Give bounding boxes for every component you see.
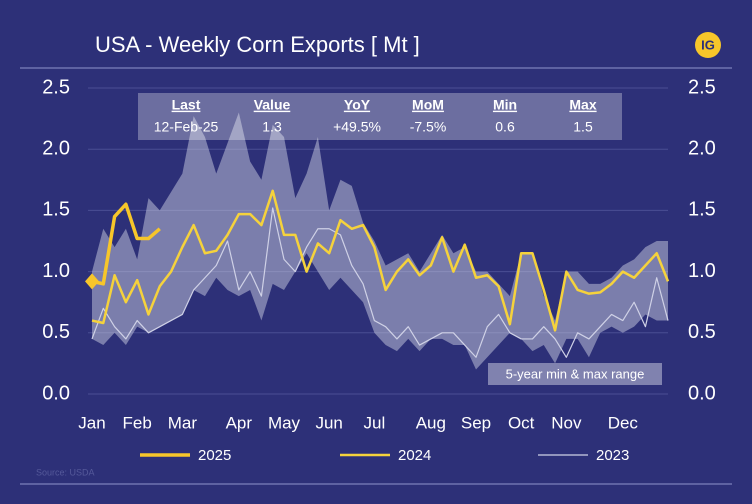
chart-title: USA - Weekly Corn Exports [ Mt ] xyxy=(95,32,420,57)
stats-value: +49.5% xyxy=(333,119,381,135)
x-tick-label: Dec xyxy=(608,413,639,432)
x-tick-label: Aug xyxy=(416,413,446,432)
y-tick-label: 2.5 xyxy=(42,76,70,98)
range-label-box xyxy=(488,363,662,385)
source: Source: USDA xyxy=(36,467,95,477)
legend-label: 2025 xyxy=(198,447,231,464)
x-tick-label: Oct xyxy=(508,413,535,432)
stats-header: Min xyxy=(493,97,517,113)
x-tick-label: Sep xyxy=(461,413,491,432)
stats-header: YoY xyxy=(344,97,371,113)
x-tick-label: Nov xyxy=(551,413,582,432)
y2-tick-label: 1.0 xyxy=(688,260,716,282)
logo-circle xyxy=(695,32,721,58)
legend-label: 2024 xyxy=(398,447,431,464)
stats-header: Max xyxy=(569,97,596,113)
y-tick-label: 2.0 xyxy=(42,137,70,159)
y-tick-label: 0.0 xyxy=(42,382,70,404)
y2-tick-label: 2.0 xyxy=(688,137,716,159)
y-tick-label: 0.5 xyxy=(42,321,70,343)
x-tick-label: Jul xyxy=(363,413,385,432)
y2-tick-label: 2.5 xyxy=(688,76,716,98)
stats-value: 0.6 xyxy=(495,119,515,135)
range-label: 5-year min & max range xyxy=(506,366,645,381)
stats-value: 1.3 xyxy=(262,119,282,135)
stats-value: 1.5 xyxy=(573,119,593,135)
logo: IG xyxy=(701,37,715,52)
series-line xyxy=(91,207,669,358)
x-tick-label: Feb xyxy=(123,413,152,432)
first-point-marker xyxy=(85,273,99,290)
range-band xyxy=(92,112,668,370)
series-line xyxy=(91,202,161,286)
stats-box xyxy=(138,93,622,140)
x-tick-label: Mar xyxy=(168,413,198,432)
stats-header: Value xyxy=(254,97,291,113)
stats-value: 12-Feb-25 xyxy=(154,119,219,135)
y2-tick-label: 1.5 xyxy=(688,199,716,221)
stats-header: MoM xyxy=(412,97,444,113)
y-tick-label: 1.0 xyxy=(42,260,70,282)
x-tick-label: Apr xyxy=(226,413,253,432)
x-tick-label: Jun xyxy=(315,413,342,432)
stats-header: Last xyxy=(172,97,201,113)
legend-label: 2023 xyxy=(596,447,629,464)
series-line xyxy=(91,189,670,332)
x-tick-label: May xyxy=(268,413,301,432)
y-tick-label: 1.5 xyxy=(42,199,70,221)
y2-tick-label: 0.5 xyxy=(688,321,716,343)
stats-value: -7.5% xyxy=(410,119,447,135)
y2-tick-label: 0.0 xyxy=(688,382,716,404)
x-tick-label: Jan xyxy=(78,413,105,432)
